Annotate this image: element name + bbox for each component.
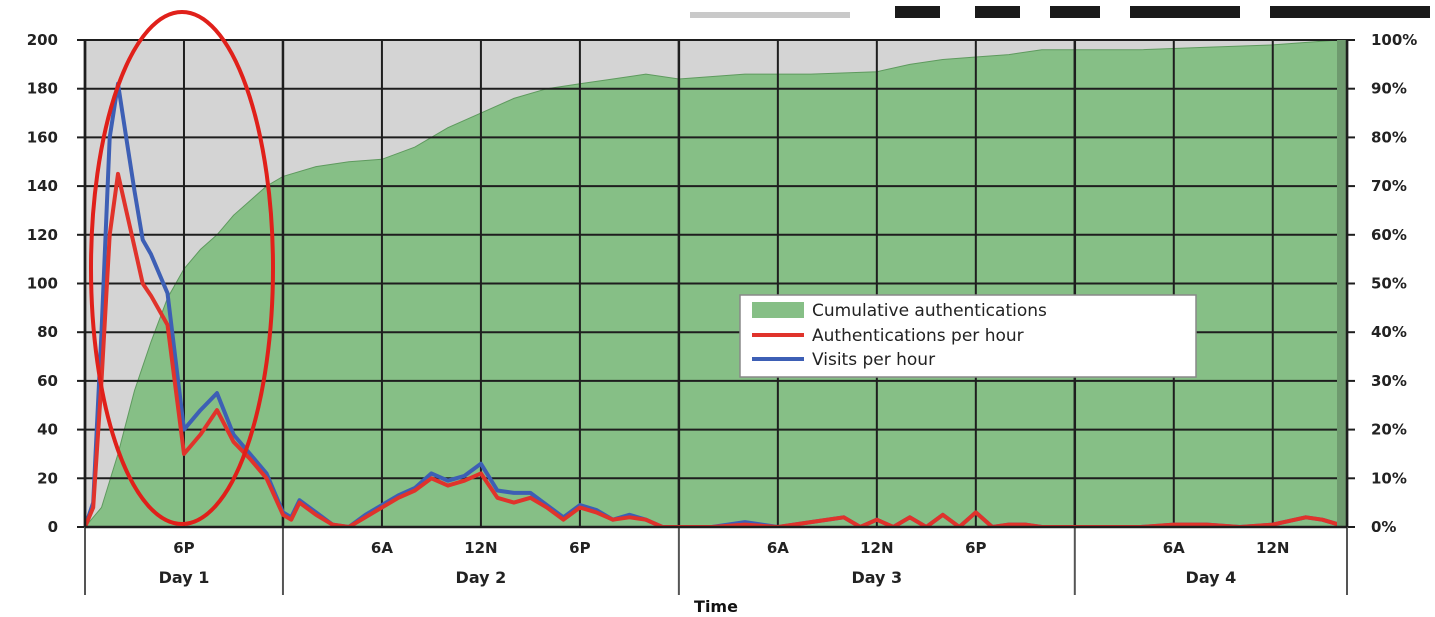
y-tick-label: 80 xyxy=(37,323,58,341)
y2-tick-label: 80% xyxy=(1371,128,1407,146)
x-day-label: Day 1 xyxy=(159,568,210,587)
x-axis-title: Time xyxy=(694,597,738,616)
y-tick-label: 160 xyxy=(27,128,58,146)
x-time-label: 6A xyxy=(767,539,789,557)
y-tick-label: 60 xyxy=(37,372,58,390)
y2-tick-label: 70% xyxy=(1371,177,1407,195)
y2-tick-label: 60% xyxy=(1371,226,1407,244)
y-tick-label: 200 xyxy=(27,31,58,49)
x-time-label: 6P xyxy=(965,539,986,557)
legend-label-visits: Visits per hour xyxy=(812,350,935,370)
y-tick-label: 40 xyxy=(37,421,58,439)
x-time-label: 12N xyxy=(1256,539,1289,557)
y2-tick-label: 20% xyxy=(1371,421,1407,439)
x-day-label: Day 4 xyxy=(1186,568,1237,587)
right-y-axis: 0% 10% 20% 30% 40% 50% 60% 70% 80% 90% 100% xyxy=(1345,31,1417,536)
y2-tick-label: 30% xyxy=(1371,372,1407,390)
y-tick-label: 0 xyxy=(48,518,58,536)
y-tick-label: 140 xyxy=(27,177,58,195)
series-line-visits-per-hour xyxy=(85,81,1347,527)
line-layer xyxy=(85,81,1347,527)
x-time-label: 6P xyxy=(173,539,194,557)
right-edge-band xyxy=(1337,40,1347,527)
y-tick-label: 120 xyxy=(27,226,58,244)
cropped-heading-fragments xyxy=(690,6,1430,18)
x-time-label: 12N xyxy=(860,539,893,557)
y2-tick-label: 10% xyxy=(1371,469,1407,487)
y2-tick-label: 40% xyxy=(1371,323,1407,341)
y-tick-label: 180 xyxy=(27,80,58,98)
highlight-ellipse xyxy=(89,10,275,526)
x-time-label: 6A xyxy=(371,539,393,557)
y2-tick-label: 0% xyxy=(1371,518,1396,536)
y-tick-label: 20 xyxy=(37,469,58,487)
plot-area xyxy=(83,39,1349,528)
x-axis: 6P 6A 12N 6P 6A 12N 6P 6A 12N Day 1 Day 2 Day 3 Day … xyxy=(84,525,1348,595)
legend: Cumulative authentications Authenticatio… xyxy=(739,294,1197,378)
x-time-label: 6P xyxy=(569,539,590,557)
y2-tick-label: 90% xyxy=(1371,80,1407,98)
y2-tick-label: 50% xyxy=(1371,275,1407,293)
x-day-label: Day 2 xyxy=(456,568,507,587)
legend-label-authentications: Authentications per hour xyxy=(812,326,1024,346)
legend-label-cumulative: Cumulative authentications xyxy=(812,301,1047,321)
y2-tick-label: 100% xyxy=(1371,31,1417,49)
y-tick-label: 100 xyxy=(27,275,58,293)
x-time-label: 6A xyxy=(1163,539,1185,557)
legend-swatch-cumulative xyxy=(752,302,804,318)
series-line-authentications-per-hour xyxy=(85,171,1347,527)
legend-box xyxy=(739,294,1197,378)
left-y-axis: 0 20 40 60 80 100 120 140 160 180 200 xyxy=(27,31,87,536)
x-day-label: Day 3 xyxy=(851,568,902,587)
x-time-label: 12N xyxy=(464,539,497,557)
